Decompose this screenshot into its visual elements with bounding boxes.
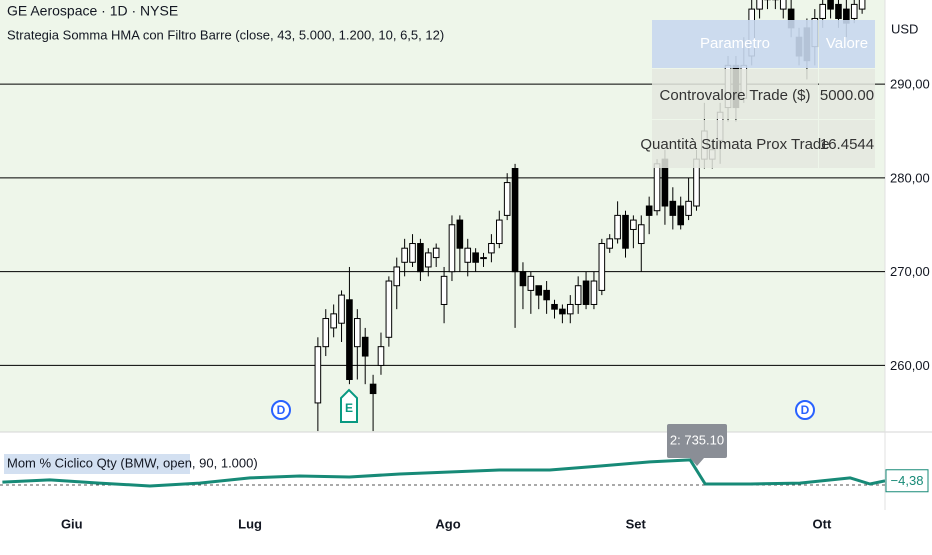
last-value-box — [885, 469, 929, 493]
candle-body — [630, 219, 637, 230]
chart-title: GE Aerospace · 1D · NYSE — [7, 3, 178, 19]
candle-body — [779, 0, 787, 10]
candle-body — [559, 308, 566, 315]
candle-body — [527, 275, 535, 291]
last-value-label: −4,38 — [891, 473, 924, 488]
x-tick-label: Lug — [238, 516, 262, 531]
candle-body — [338, 294, 345, 324]
candle-body — [858, 0, 866, 10]
candle-body — [827, 0, 834, 10]
candle-body — [669, 200, 677, 216]
table-header-cell — [819, 20, 875, 68]
indicator-title: Mom % Ciclico Qty (BMW, open, 90, 1.000) — [7, 455, 258, 470]
dividend-marker[interactable] — [271, 400, 291, 420]
candle-body — [417, 243, 424, 273]
table-cell-text: Controvalore Trade ($) — [660, 87, 811, 104]
candle-body — [322, 318, 330, 348]
y-tick-label: 260,00 — [890, 358, 930, 373]
candle-body — [574, 285, 582, 305]
candle-body — [330, 313, 337, 329]
candle-body — [432, 247, 440, 259]
candle-body — [346, 299, 353, 380]
candle-body — [503, 182, 511, 216]
candle-body — [622, 214, 629, 249]
indicator-line — [2, 458, 885, 488]
event-markers: D E D — [271, 388, 815, 423]
candle-body — [519, 271, 527, 287]
x-tick-label: Giu — [61, 516, 83, 531]
table-cell — [652, 120, 818, 168]
y-tick-label: 280,00 — [890, 170, 930, 185]
currency-label: USD — [891, 21, 918, 36]
x-tick-label: Ott — [813, 516, 832, 531]
candle-body — [354, 318, 361, 348]
tooltip-pointer — [690, 458, 704, 466]
candle-body — [606, 238, 614, 249]
candle-body — [685, 200, 692, 216]
y-tick-label: 270,00 — [890, 264, 930, 279]
candle-body — [653, 163, 661, 212]
y-tick-label: 290,00 — [890, 77, 930, 92]
candle-body — [409, 243, 416, 263]
indicator-title-bg — [4, 454, 190, 474]
candle-body — [614, 214, 621, 240]
table-header: Valore — [826, 35, 868, 52]
candle-body — [535, 285, 543, 296]
x-tick-label: Ago — [435, 516, 460, 531]
candle-body — [425, 252, 432, 268]
table-header: Parametro — [700, 35, 770, 52]
event-label: D — [277, 403, 286, 417]
table-header-cell — [652, 20, 818, 68]
candle-body — [472, 252, 479, 263]
candle-body — [440, 275, 448, 305]
candle-body — [850, 3, 858, 19]
candle-body — [677, 205, 685, 226]
event-label: D — [801, 403, 810, 417]
table-cell-text: 5000.00 — [820, 87, 874, 104]
candle-body — [385, 280, 393, 338]
candle-body — [369, 383, 377, 395]
table-cell-text: 16.4544 — [820, 136, 874, 153]
earnings-marker[interactable] — [340, 388, 358, 423]
candle-body — [314, 346, 322, 404]
candle-body — [464, 247, 472, 263]
candle-body — [393, 266, 401, 287]
candle-body — [835, 3, 842, 19]
candle-body — [456, 219, 464, 249]
candle-body — [448, 224, 456, 273]
table-cell — [819, 120, 875, 168]
candle-body — [543, 289, 550, 301]
tooltip — [667, 424, 727, 458]
candle-body — [361, 336, 369, 357]
table-cell — [819, 69, 875, 119]
table-cell — [652, 69, 818, 119]
dividend-marker[interactable] — [795, 400, 815, 420]
candle-body — [401, 247, 408, 263]
info-table: Parametro Valore Controvalore Trade ($) … — [640, 20, 875, 168]
event-label: E — [345, 401, 353, 415]
candle-body — [566, 303, 574, 315]
candle-body — [819, 3, 826, 19]
x-tick-label: Set — [626, 516, 647, 531]
candle-body — [551, 303, 558, 310]
tooltip-text: 2: 735.10 — [670, 432, 724, 447]
candle-body — [488, 243, 495, 254]
candle-body — [756, 0, 763, 10]
candle-body — [511, 168, 519, 273]
candle-body — [495, 219, 503, 245]
candle-body — [377, 346, 385, 366]
candle-body — [590, 280, 598, 305]
strategy-label: Strategia Somma HMA con Filtro Barre (cl… — [7, 27, 444, 42]
table-cell-text: Quantità Stimata Prox Trade — [640, 136, 829, 153]
candle-body — [598, 243, 606, 291]
candle-body — [480, 257, 487, 260]
candle-body — [582, 280, 590, 305]
candle-body — [645, 205, 653, 216]
candle-body — [637, 224, 645, 245]
